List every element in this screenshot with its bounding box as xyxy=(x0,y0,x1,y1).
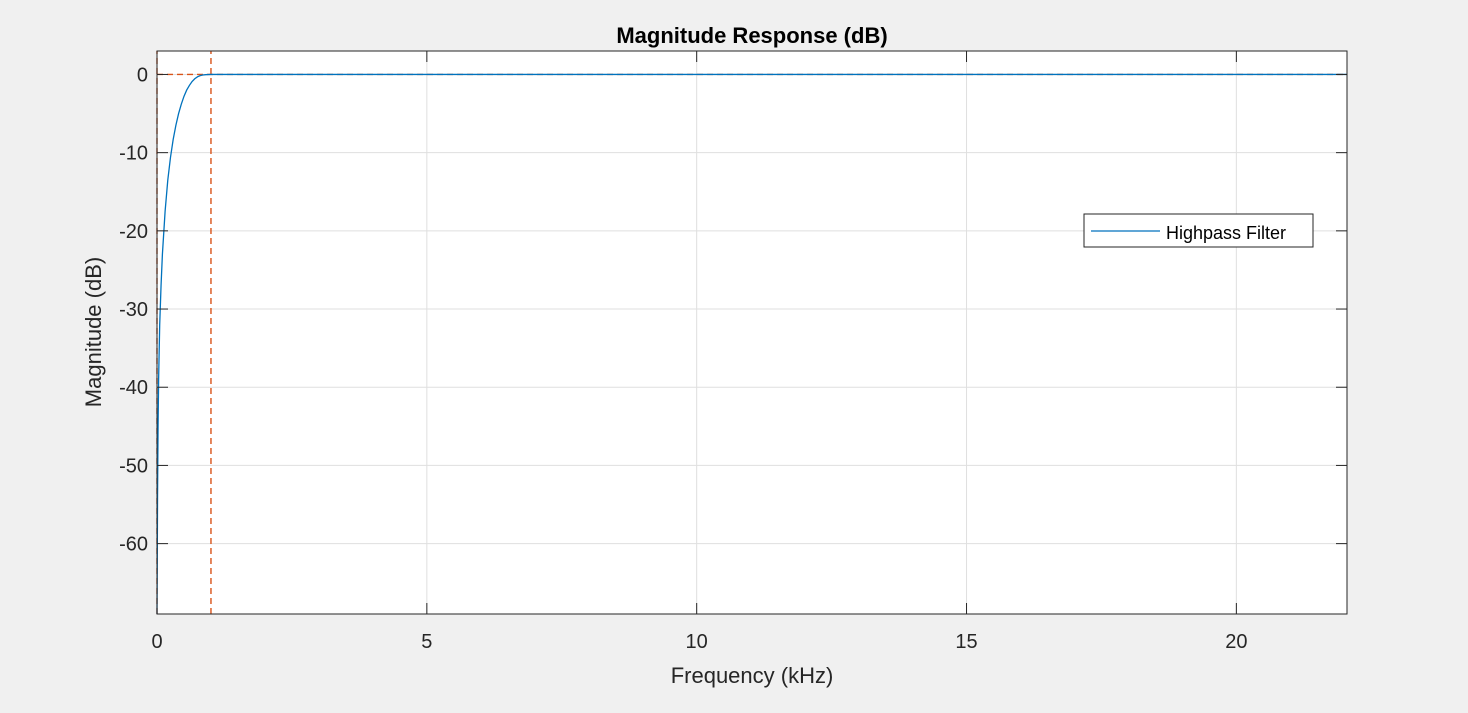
x-axis-label: Frequency (kHz) xyxy=(671,663,834,688)
series-group xyxy=(156,73,1347,615)
y-tick-label: -20 xyxy=(119,221,148,243)
y-tick-label: -40 xyxy=(119,377,148,399)
y-tick-label: -60 xyxy=(119,534,148,556)
series-line-highpass xyxy=(156,73,1347,615)
x-tick-label: 0 xyxy=(151,631,162,653)
x-tick-labels: 0 5 10 15 20 xyxy=(151,631,1247,653)
x-tick-label: 10 xyxy=(686,631,708,653)
axes-box xyxy=(156,50,1348,615)
x-tick-label: 15 xyxy=(955,631,977,653)
y-axis-label: Magnitude (dB) xyxy=(81,257,106,407)
legend-label-highpass: Highpass Filter xyxy=(1166,223,1286,243)
chart-title: Magnitude Response (dB) xyxy=(616,23,887,48)
x-tick-label: 5 xyxy=(421,631,432,653)
y-tick-labels: 0 -10 -20 -30 -40 -50 -60 xyxy=(119,64,148,555)
y-tick-label: -10 xyxy=(119,143,148,165)
plot-area xyxy=(157,51,1347,614)
tick-marks xyxy=(156,51,1347,614)
legend[interactable]: Highpass Filter xyxy=(1083,213,1314,248)
y-tick-label: -30 xyxy=(119,299,148,321)
y-tick-label: -50 xyxy=(119,455,148,477)
y-tick-label: 0 xyxy=(137,64,148,86)
x-tick-label: 20 xyxy=(1225,631,1247,653)
